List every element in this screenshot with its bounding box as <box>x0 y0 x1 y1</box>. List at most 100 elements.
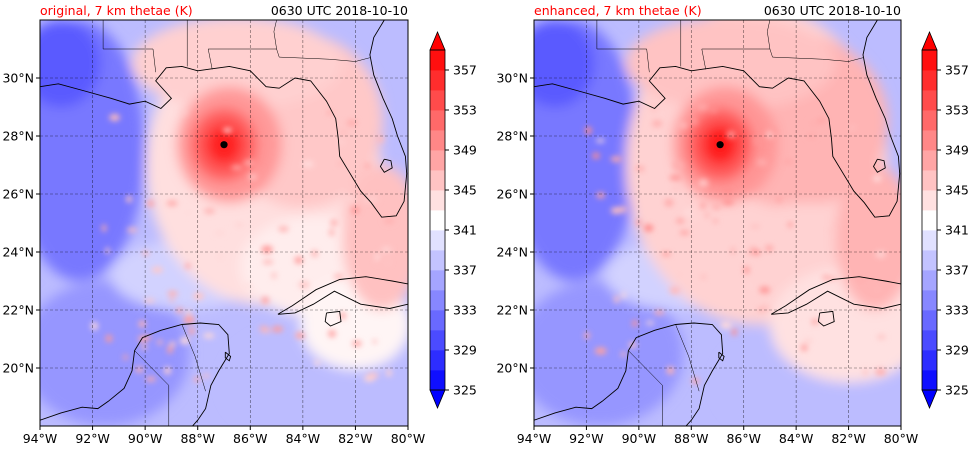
convective-cell <box>595 138 605 143</box>
convective-cell <box>167 345 173 354</box>
convective-cell <box>166 200 178 206</box>
thetae-region <box>342 165 408 310</box>
convective-cell <box>704 212 710 218</box>
convective-cell <box>803 337 813 344</box>
colorbar-segment <box>922 210 937 231</box>
convective-cell <box>295 332 305 339</box>
thetae-region <box>132 20 343 110</box>
lon-tick-label: 86°W <box>726 431 761 446</box>
convective-cell <box>185 263 191 269</box>
convective-cell <box>271 271 277 280</box>
convective-cell <box>731 328 737 336</box>
convective-cell <box>333 274 344 279</box>
lon-tick-label: 92°W <box>569 431 604 446</box>
thetae-field <box>534 20 901 426</box>
convective-cell <box>788 221 793 228</box>
lon-tick-label: 82°W <box>338 431 373 446</box>
thetae-region <box>40 20 101 107</box>
convective-cell <box>138 320 146 328</box>
border-segment <box>675 324 700 392</box>
convective-cell <box>151 266 163 273</box>
convective-cell <box>874 287 882 292</box>
colorbar-tick-label: 349 <box>945 143 969 158</box>
convective-cell <box>635 166 645 171</box>
thetae-field <box>40 20 408 426</box>
lat-tick-label: 28°N <box>2 129 34 144</box>
convective-cell <box>142 250 149 256</box>
convective-cell <box>214 231 225 235</box>
convective-cell <box>231 165 243 170</box>
convective-cell <box>168 298 175 302</box>
colorbar-segment <box>430 190 445 211</box>
convective-cell <box>746 282 753 291</box>
convective-cell <box>594 347 607 355</box>
convective-cell <box>691 117 696 124</box>
convective-cell <box>672 161 684 165</box>
coastline <box>534 20 901 426</box>
convective-cell <box>632 320 638 327</box>
lon-tick-label: 80°W <box>391 431 426 446</box>
lon-tick-label: 92°W <box>75 431 110 446</box>
colorbar-original: 325 329 333 337 341 345 349 353 357 <box>429 30 477 410</box>
convective-cell <box>862 368 869 376</box>
convective-cell <box>352 340 362 347</box>
lat-tick-label: 20°N <box>2 361 34 376</box>
convective-cell <box>169 341 176 347</box>
convective-cell <box>90 322 98 330</box>
convective-cell <box>366 372 379 379</box>
convective-cell <box>127 227 138 233</box>
colorbar-segment <box>430 110 445 131</box>
convective-cell <box>765 245 774 252</box>
convective-cell <box>621 291 626 299</box>
convective-cell <box>726 130 736 139</box>
convective-cell <box>135 367 144 373</box>
convective-cell <box>584 126 592 135</box>
convective-cell <box>123 354 128 360</box>
colorbar-tick-label: 333 <box>945 303 969 318</box>
convective-cell <box>849 125 856 130</box>
colorbar-segment <box>430 170 445 191</box>
convective-cell <box>767 127 778 134</box>
lat-tick-label: 22°N <box>2 303 34 318</box>
gridlines <box>534 20 901 426</box>
convective-cell <box>873 175 882 182</box>
convective-cell <box>298 280 310 289</box>
thetae-region <box>835 165 901 310</box>
colorbar-segment <box>430 70 445 91</box>
convective-cell <box>164 366 171 375</box>
axis-ticks: 94°W 92°W 90°W 88°W 86°W 84°W 82°W 80°W 20°N 22°N… <box>2 71 425 447</box>
convective-cell <box>243 160 255 165</box>
convective-cell <box>669 174 682 181</box>
convective-cell <box>700 274 707 280</box>
convective-cell <box>811 318 819 325</box>
lon-tick-label: 80°W <box>884 431 919 446</box>
convective-cell <box>669 286 681 295</box>
convective-cell <box>776 198 782 202</box>
coastline-segment <box>534 20 901 218</box>
convective-cell <box>754 137 759 145</box>
convective-cell <box>610 156 622 162</box>
colorbar-segment <box>922 190 937 211</box>
convective-cell <box>183 315 195 324</box>
convective-cell <box>654 310 665 315</box>
convective-cell <box>229 192 235 196</box>
convective-cell <box>146 200 155 207</box>
colorbar-tick-label: 357 <box>945 63 969 78</box>
convective-cell <box>105 334 113 343</box>
coastline-segment <box>324 310 342 327</box>
convective-cell <box>746 250 755 256</box>
convective-cell <box>203 208 216 214</box>
convective-cell <box>386 369 392 377</box>
colorbar-tick-label: 337 <box>945 263 969 278</box>
colorbar-segment <box>922 70 937 91</box>
lon-tick-label: 94°W <box>517 431 552 446</box>
colorbar-tick-label: 325 <box>453 383 477 398</box>
lat-tick-label: 20°N <box>496 361 528 376</box>
convective-cell <box>336 161 345 166</box>
convective-cell <box>661 252 671 256</box>
convective-cell <box>614 295 619 304</box>
border-segment <box>769 48 864 62</box>
colorbar-segment <box>922 110 937 131</box>
border-segment <box>701 20 771 50</box>
